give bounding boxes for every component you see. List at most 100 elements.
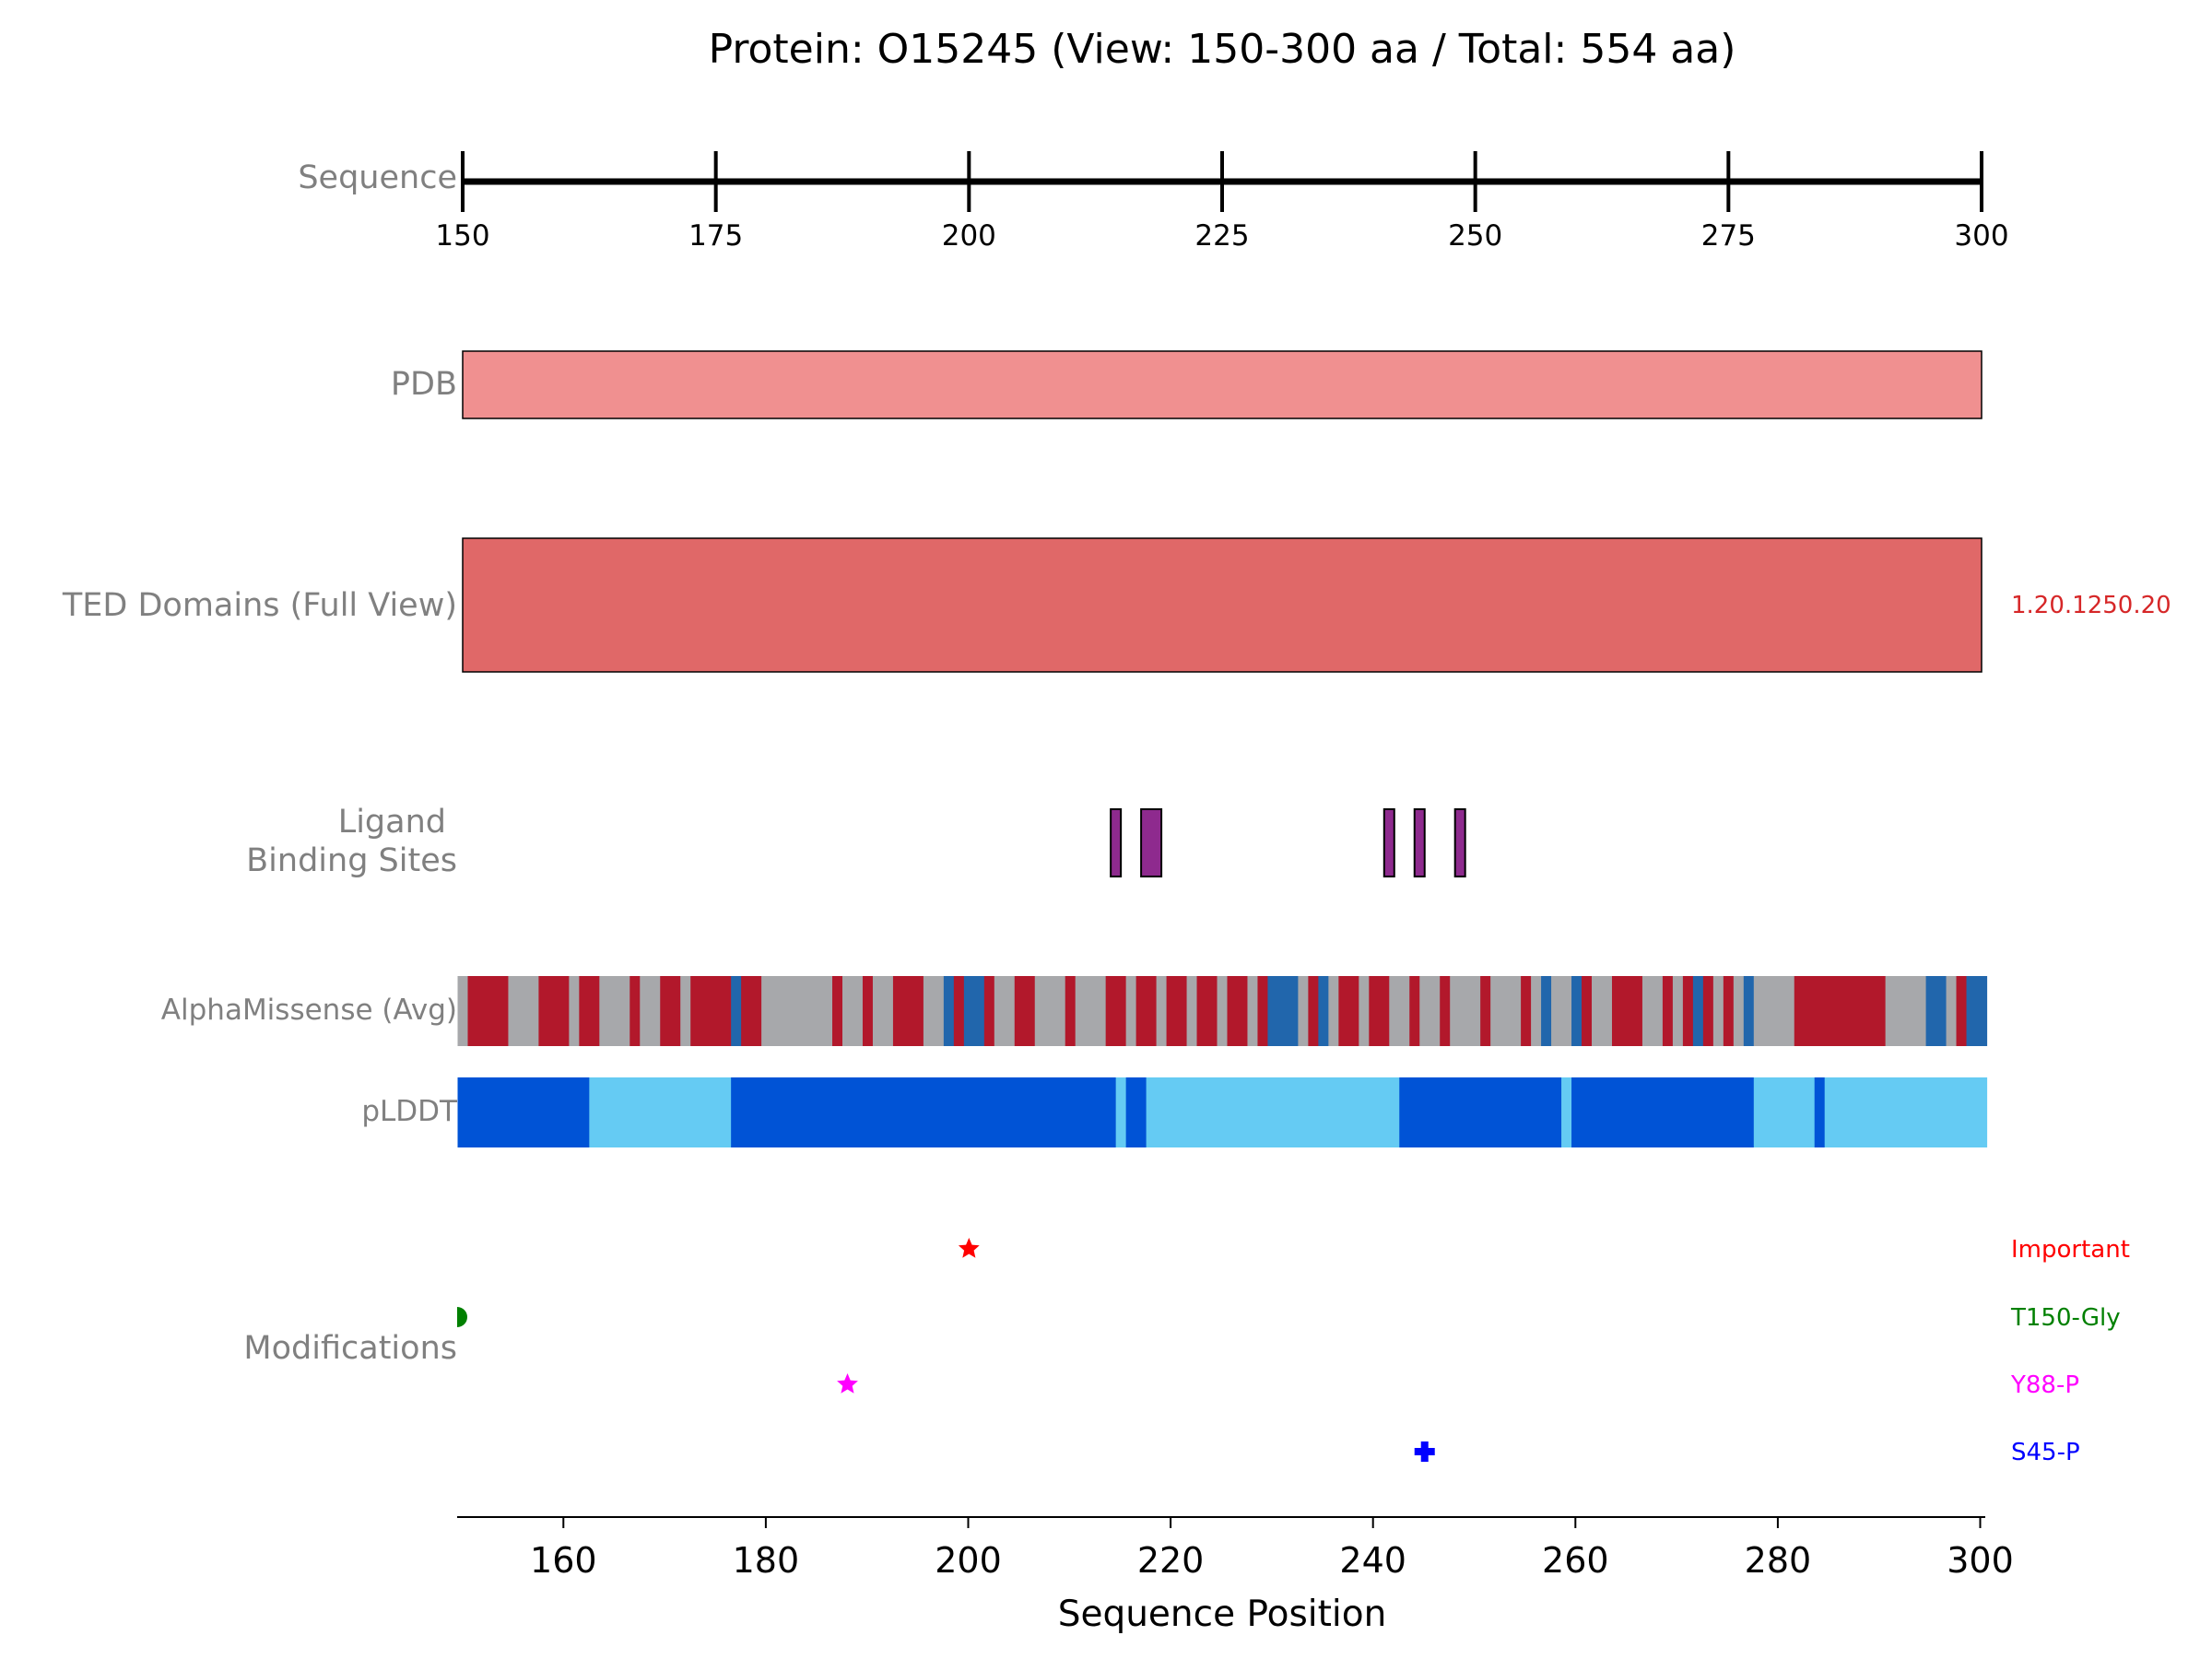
alphamissense-segment bbox=[741, 976, 762, 1046]
alphamissense-segment bbox=[579, 976, 600, 1046]
alphamissense-segment bbox=[892, 976, 924, 1046]
alphamissense-segment bbox=[1480, 976, 1491, 1046]
x-axis-tick-label: 280 bbox=[1745, 1540, 1812, 1581]
alphamissense-segment bbox=[994, 976, 1016, 1046]
alphamissense-segment bbox=[1450, 976, 1481, 1046]
modification-star-marker bbox=[837, 1373, 858, 1394]
alphamissense-segment bbox=[872, 976, 894, 1046]
x-axis-tick-label: 160 bbox=[530, 1540, 597, 1581]
modification-label: Important bbox=[2011, 1236, 2130, 1264]
sequence-tick-label: 150 bbox=[435, 219, 489, 253]
track-label-ted: TED Domains (Full View) bbox=[62, 587, 457, 624]
ted-domain-bar bbox=[462, 537, 1983, 673]
alphamissense-segment bbox=[1227, 976, 1249, 1046]
alphamissense-segment bbox=[832, 976, 843, 1046]
track-label-ligand-line1: Ligand bbox=[338, 804, 446, 841]
alphamissense-segment bbox=[1641, 976, 1664, 1046]
alphamissense-segment bbox=[1014, 976, 1036, 1046]
alphamissense-segment bbox=[629, 976, 641, 1046]
alphamissense-segment bbox=[1571, 976, 1583, 1046]
pdb-track bbox=[462, 350, 1983, 419]
modification-label: Y88-P bbox=[2010, 1371, 2079, 1399]
alphamissense-segment bbox=[1034, 976, 1066, 1046]
alphamissense-segment bbox=[1440, 976, 1451, 1046]
x-axis-tick-label: 200 bbox=[935, 1540, 1002, 1581]
plddt-segment bbox=[589, 1077, 732, 1147]
sequence-tick-label: 275 bbox=[1701, 219, 1756, 253]
plddt-segment bbox=[731, 1077, 1117, 1147]
alphamissense-segment bbox=[690, 976, 732, 1046]
alphamissense-segment bbox=[842, 976, 864, 1046]
alphamissense-segment bbox=[1186, 976, 1198, 1046]
sequence-tick-label: 225 bbox=[1194, 219, 1249, 253]
alphamissense-segment bbox=[1672, 976, 1684, 1046]
modification-label: S45-P bbox=[2011, 1439, 2080, 1466]
alphamissense-segment bbox=[680, 976, 691, 1046]
alphamissense-segment bbox=[660, 976, 681, 1046]
sequence-tick-label: 300 bbox=[1954, 219, 2008, 253]
chart-title: Protein: O15245 (View: 150-300 aa / Tota… bbox=[709, 26, 1736, 73]
x-axis-tick-label: 240 bbox=[1339, 1540, 1406, 1581]
alphamissense-segment bbox=[1105, 976, 1127, 1046]
alphamissense-segment bbox=[1925, 976, 1947, 1046]
plddt-segment bbox=[1125, 1077, 1147, 1147]
alphamissense-segment bbox=[1733, 976, 1745, 1046]
modification-plus-marker bbox=[1414, 1441, 1435, 1462]
alphamissense-segment bbox=[923, 976, 945, 1046]
alphamissense-segment bbox=[862, 976, 874, 1046]
alphamissense-segment bbox=[1723, 976, 1735, 1046]
alphamissense-segment bbox=[1257, 976, 1269, 1046]
alphamissense-segment bbox=[1611, 976, 1643, 1046]
alphamissense-segment bbox=[457, 976, 469, 1046]
alphamissense-segment bbox=[1196, 976, 1218, 1046]
alphamissense-segment bbox=[1692, 976, 1704, 1046]
alphamissense-segment bbox=[1551, 976, 1572, 1046]
alphamissense-segment bbox=[1541, 976, 1552, 1046]
sequence-tick-label: 200 bbox=[942, 219, 996, 253]
alphamissense-segment bbox=[569, 976, 580, 1046]
alphamissense-segment bbox=[1582, 976, 1593, 1046]
track-label-sequence: Sequence bbox=[298, 159, 457, 196]
plddt-track bbox=[457, 1077, 1988, 1147]
alphamissense-segment bbox=[1166, 976, 1188, 1046]
alphamissense-segment bbox=[1389, 976, 1410, 1046]
alphamissense-segment bbox=[1217, 976, 1229, 1046]
sequence-tick-label: 250 bbox=[1448, 219, 1502, 253]
alphamissense-segment bbox=[1369, 976, 1390, 1046]
alphamissense-segment bbox=[1702, 976, 1714, 1046]
plddt-segment bbox=[1561, 1077, 1572, 1147]
ligand-site bbox=[1140, 808, 1163, 877]
alphamissense-segment bbox=[467, 976, 510, 1046]
alphamissense-segment bbox=[1359, 976, 1370, 1046]
track-label-ligand-line2: Binding Sites bbox=[246, 842, 457, 879]
sequence-tick-label: 175 bbox=[688, 219, 743, 253]
alphamissense-segment bbox=[1885, 976, 1927, 1046]
plddt-segment bbox=[457, 1077, 590, 1147]
track-label-modifications: Modifications bbox=[243, 1330, 457, 1367]
alphamissense-segment bbox=[1956, 976, 1968, 1046]
alphamissense-segment bbox=[953, 976, 965, 1046]
alphamissense-segment bbox=[943, 976, 955, 1046]
alphamissense-segment bbox=[1743, 976, 1755, 1046]
alphamissense-segment bbox=[1662, 976, 1674, 1046]
alphamissense-segment bbox=[1753, 976, 1795, 1046]
alphamissense-segment bbox=[1946, 976, 1958, 1046]
ligand-site bbox=[1453, 808, 1466, 877]
alphamissense-segment bbox=[1135, 976, 1158, 1046]
alphamissense-segment bbox=[1065, 976, 1077, 1046]
alphamissense-segment bbox=[1490, 976, 1522, 1046]
alphamissense-segment bbox=[640, 976, 661, 1046]
ted-domain-label: 1.20.1250.20 bbox=[2011, 592, 2171, 619]
alphamissense-segment bbox=[1308, 976, 1319, 1046]
alphamissense-segment bbox=[538, 976, 570, 1046]
alphamissense-segment bbox=[1298, 976, 1309, 1046]
track-label-alphamissense: AlphaMissense (Avg) bbox=[161, 994, 457, 1027]
alphamissense-segment bbox=[983, 976, 995, 1046]
alphamissense-segment bbox=[1156, 976, 1168, 1046]
alphamissense-segment bbox=[761, 976, 833, 1046]
alphamissense-segment bbox=[1075, 976, 1107, 1046]
alphamissense-segment bbox=[1966, 976, 1988, 1046]
plddt-segment bbox=[1571, 1077, 1755, 1147]
modification-star-marker bbox=[958, 1238, 980, 1258]
